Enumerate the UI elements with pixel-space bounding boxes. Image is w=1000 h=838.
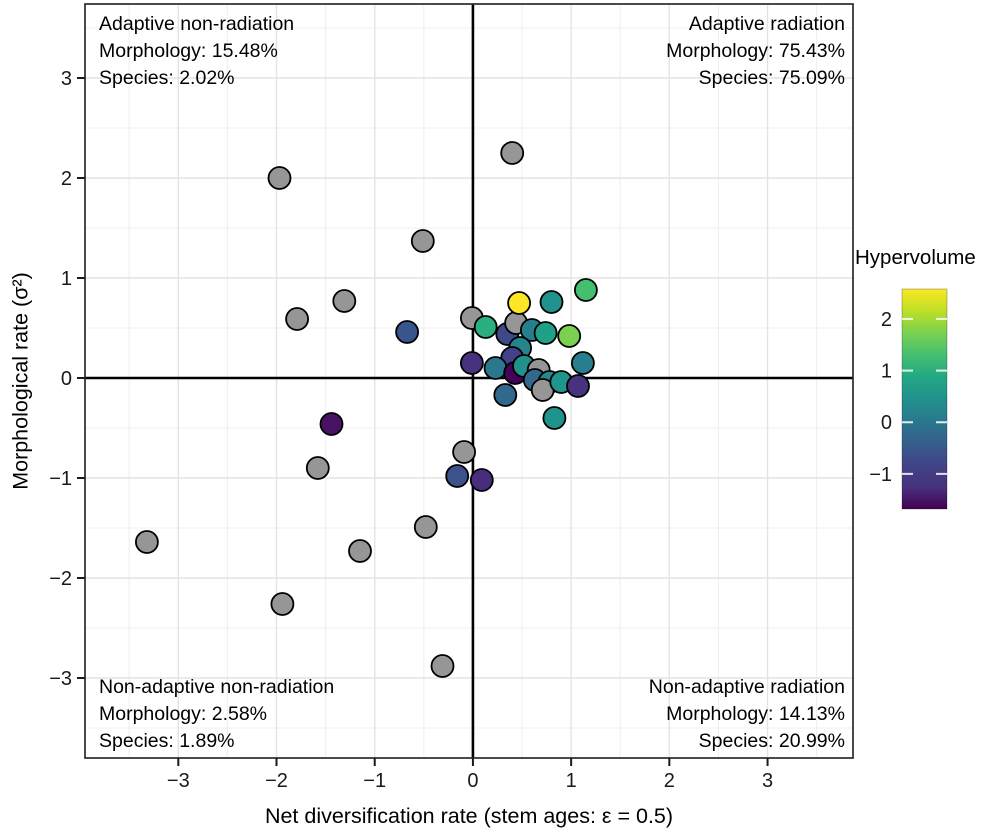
x-axis-title: Net diversification rate (stem ages: ε =… xyxy=(264,804,674,828)
annotation-adaptive-non-radiation: Adaptive non-radiation Morphology: 15.48… xyxy=(99,11,294,92)
legend-tick-mark xyxy=(902,472,913,475)
data-point xyxy=(305,456,330,480)
quadrant-title: Adaptive non-radiation xyxy=(99,13,295,35)
x-tick-label: 3 xyxy=(762,770,773,792)
legend-tick-mark xyxy=(936,369,947,372)
legend-tick-label: 0 xyxy=(881,412,892,434)
legend-tick-mark xyxy=(936,317,947,320)
x-tick-label: 0 xyxy=(467,770,478,792)
data-point xyxy=(452,440,477,464)
y-tick-label: 3 xyxy=(61,68,72,90)
annotation-non-adaptive-non-radiation: Non-adaptive non-radiation Morphology: 2… xyxy=(99,674,334,755)
data-point xyxy=(270,592,295,616)
data-point xyxy=(348,539,372,563)
annotation-adaptive-radiation: Adaptive radiation Morphology: 75.43% Sp… xyxy=(666,11,845,92)
y-tick-label: 1 xyxy=(61,268,72,290)
y-tick-label: 2 xyxy=(61,168,72,190)
legend-tick-mark xyxy=(936,421,947,424)
y-tick-label: −2 xyxy=(49,568,72,590)
data-point xyxy=(332,289,357,313)
data-point xyxy=(507,291,531,315)
data-point xyxy=(483,356,508,380)
data-point xyxy=(566,374,590,398)
data-point xyxy=(533,321,558,345)
data-point xyxy=(445,464,470,488)
data-point xyxy=(410,229,435,253)
x-tick-label: −3 xyxy=(167,770,190,792)
quadrant-species: Species: 1.89% xyxy=(99,730,235,752)
quadrant-morphology: Morphology: 14.13% xyxy=(666,703,845,725)
legend-title: Hypervolume xyxy=(855,246,976,269)
legend-tick-label: −1 xyxy=(869,464,892,486)
data-point xyxy=(430,654,455,678)
plot-panel xyxy=(85,4,853,758)
y-axis-title: Morphological rate (σ²) xyxy=(8,272,33,490)
legend-tick-mark xyxy=(902,369,913,372)
data-point xyxy=(319,412,344,436)
annotation-non-adaptive-radiation: Non-adaptive radiation Morphology: 14.13… xyxy=(649,674,845,755)
quadrant-title: Adaptive radiation xyxy=(688,13,845,35)
data-point xyxy=(267,166,292,190)
quadrant-species: Species: 75.09% xyxy=(698,67,845,89)
y-tick-label: 0 xyxy=(61,368,72,390)
data-point xyxy=(413,515,438,539)
quadrant-species: Species: 2.02% xyxy=(99,67,235,89)
legend-colorbar xyxy=(901,288,948,510)
data-point xyxy=(473,315,498,339)
quadrant-title: Non-adaptive radiation xyxy=(648,676,845,698)
quadrant-morphology: Morphology: 15.48% xyxy=(99,40,278,62)
data-point xyxy=(285,307,310,331)
y-tick-label: −1 xyxy=(49,468,72,490)
data-point xyxy=(493,383,518,407)
quadrant-title: Non-adaptive non-radiation xyxy=(99,676,335,698)
legend-tick-label: 1 xyxy=(881,361,892,383)
y-tick-label: −3 xyxy=(49,668,72,690)
quadrant-species: Species: 20.99% xyxy=(698,730,845,752)
x-tick-label: −1 xyxy=(363,770,386,792)
legend-tick-mark xyxy=(902,421,913,424)
quadrant-morphology: Morphology: 2.58% xyxy=(99,703,268,725)
quadrant-morphology: Morphology: 75.43% xyxy=(666,40,845,62)
data-point xyxy=(574,278,598,302)
x-tick-label: 2 xyxy=(664,770,675,792)
data-point xyxy=(571,351,595,375)
data-point xyxy=(469,468,494,492)
data-point xyxy=(500,141,525,165)
data-point xyxy=(134,530,159,554)
panel-border xyxy=(84,3,854,759)
legend-tick-label: 2 xyxy=(881,309,892,331)
data-point xyxy=(542,406,567,430)
data-point xyxy=(557,324,582,348)
legend-tick-mark xyxy=(936,472,947,475)
x-tick-label: 1 xyxy=(566,770,577,792)
x-tick-label: −2 xyxy=(265,770,288,792)
data-point xyxy=(395,320,420,344)
data-point xyxy=(459,351,484,375)
data-point xyxy=(539,290,564,314)
legend-tick-mark xyxy=(902,317,913,320)
